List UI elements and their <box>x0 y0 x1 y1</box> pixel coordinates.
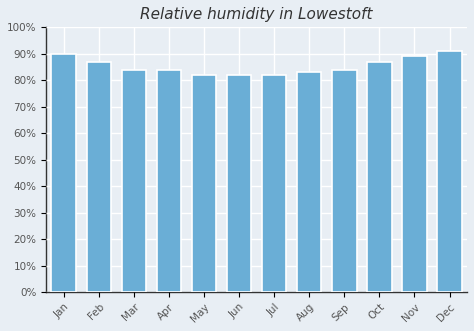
Bar <box>191 75 216 292</box>
Bar <box>367 62 392 292</box>
Bar <box>121 70 146 292</box>
Title: Relative humidity in Lowestoft: Relative humidity in Lowestoft <box>140 7 373 22</box>
Bar <box>262 75 286 292</box>
Bar <box>402 56 427 292</box>
Bar <box>332 70 356 292</box>
Bar <box>437 51 462 292</box>
Bar <box>86 62 111 292</box>
Bar <box>156 70 181 292</box>
Bar <box>297 72 321 292</box>
Bar <box>227 75 251 292</box>
Bar <box>51 54 76 292</box>
